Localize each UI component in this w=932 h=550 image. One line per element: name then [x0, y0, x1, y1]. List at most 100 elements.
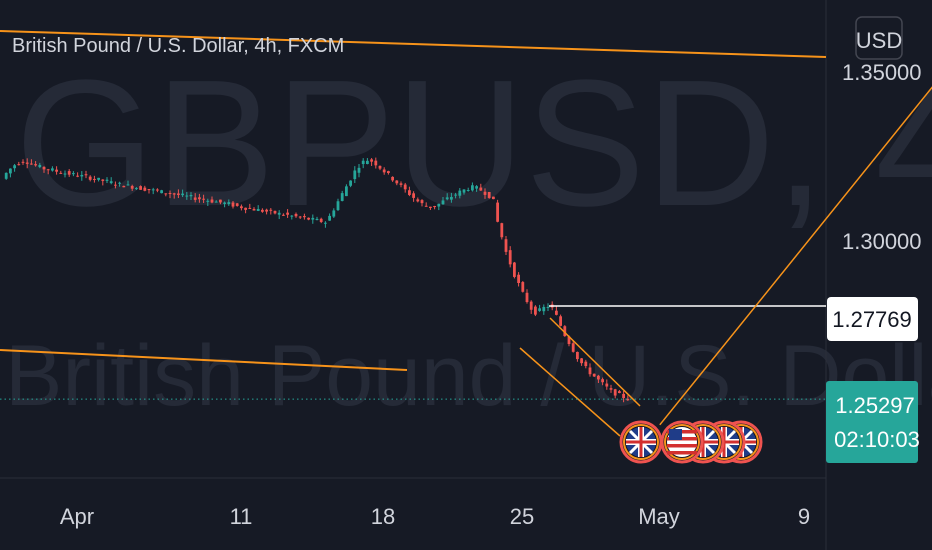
- currency-button[interactable]: USD: [855, 16, 903, 60]
- candle: [185, 195, 189, 197]
- candle: [420, 200, 424, 204]
- candle: [513, 262, 516, 277]
- candle: [387, 171, 390, 174]
- x-tick-label: 25: [510, 504, 534, 529]
- event-icon-ring-inner: [664, 424, 700, 460]
- last-price-tag: 1.25297 02:10:03: [826, 381, 920, 463]
- candle: [256, 208, 260, 211]
- candle: [189, 195, 193, 197]
- candle: [525, 292, 529, 303]
- candle: [76, 175, 79, 177]
- candle: [597, 375, 600, 380]
- candle: [534, 306, 537, 315]
- candle: [328, 215, 331, 221]
- candle: [361, 160, 365, 165]
- candle: [349, 180, 352, 186]
- candle: [202, 198, 205, 200]
- candle: [88, 176, 92, 180]
- us-flag-icon[interactable]: [660, 420, 704, 464]
- candle: [244, 207, 247, 210]
- candle: [315, 218, 319, 221]
- candle: [51, 168, 54, 171]
- candle: [395, 180, 399, 184]
- candle: [160, 190, 163, 194]
- event-icons-group[interactable]: [619, 420, 763, 464]
- candle: [429, 206, 432, 208]
- candle: [378, 165, 382, 169]
- candle: [261, 209, 264, 212]
- candle: [269, 209, 273, 211]
- candle: [374, 160, 378, 166]
- uk-flag-icon[interactable]: [619, 420, 663, 464]
- candle: [9, 168, 12, 174]
- candle: [231, 202, 235, 207]
- candle: [80, 174, 84, 177]
- candle: [340, 193, 344, 201]
- candle: [294, 213, 298, 217]
- candle: [109, 181, 113, 184]
- candle: [114, 184, 117, 186]
- candle: [592, 373, 596, 377]
- candle: [412, 193, 415, 198]
- candle: [571, 343, 575, 352]
- candle: [542, 306, 546, 312]
- candle: [567, 336, 571, 345]
- candle: [97, 177, 100, 180]
- candle: [618, 391, 621, 394]
- chart-title: British Pound / U.S. Dollar, 4h, FXCM: [12, 35, 344, 57]
- candle: [538, 308, 541, 311]
- candle: [46, 169, 50, 171]
- candle: [454, 194, 457, 196]
- candle: [441, 200, 445, 205]
- candle: [63, 173, 67, 175]
- us-flag-canton: [669, 429, 682, 440]
- candle: [172, 193, 176, 195]
- candle: [67, 171, 71, 175]
- candle: [332, 210, 336, 217]
- candle: [59, 172, 63, 174]
- candle: [471, 185, 474, 191]
- candle: [206, 200, 210, 202]
- candle: [517, 274, 520, 283]
- candle: [458, 190, 462, 196]
- candle: [235, 203, 239, 206]
- candle: [193, 197, 197, 200]
- candle: [25, 162, 29, 164]
- candle: [273, 210, 277, 214]
- candle: [4, 172, 8, 179]
- x-tick-label: 11: [230, 504, 253, 529]
- candle: [584, 361, 588, 367]
- candle: [164, 193, 168, 195]
- candle: [508, 250, 512, 265]
- candle: [601, 379, 604, 383]
- candle: [580, 358, 583, 364]
- candle: [588, 367, 592, 375]
- candle: [408, 190, 411, 195]
- upper-channel-line: [0, 30, 827, 58]
- candle: [21, 161, 25, 163]
- candle: [248, 207, 252, 209]
- candle: [307, 217, 310, 220]
- candle: [118, 182, 121, 184]
- wedge-upper-line: [549, 317, 641, 407]
- candle: [84, 174, 88, 176]
- candle: [42, 166, 46, 170]
- candle: [555, 310, 558, 315]
- candle: [219, 199, 222, 203]
- candle: [130, 185, 134, 189]
- candle: [403, 184, 407, 190]
- candle: [93, 178, 96, 180]
- marked-level-tag: 1.27769: [827, 297, 918, 341]
- candle: [529, 301, 533, 310]
- x-tick-label: 9: [798, 504, 810, 529]
- candle: [613, 389, 617, 396]
- candle: [122, 185, 126, 188]
- projection-arrow-line: [659, 86, 932, 426]
- us-flag-stripe: [667, 444, 697, 448]
- countdown-label: 02:10:03: [834, 427, 920, 452]
- candle: [462, 189, 466, 193]
- candle: [399, 183, 403, 185]
- candle: [198, 197, 201, 200]
